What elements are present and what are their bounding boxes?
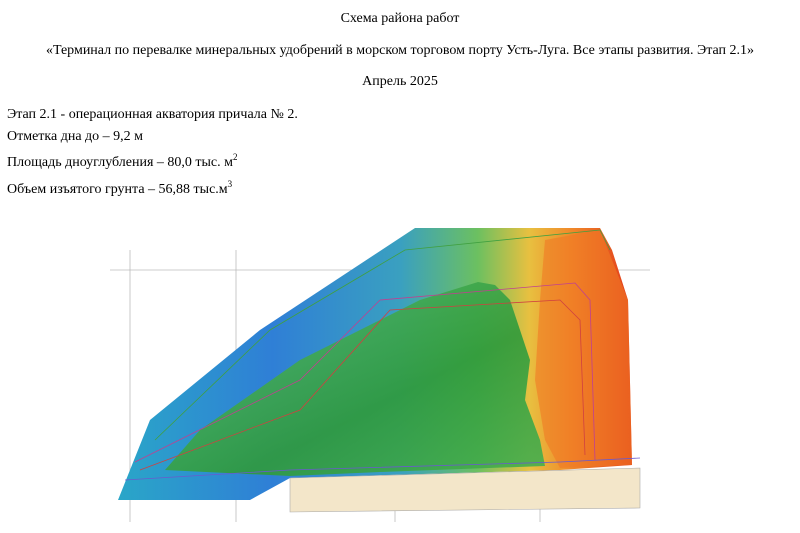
info-text: Площадь дноуглубления – 80,0 тыс. м <box>7 155 234 170</box>
survey-lines <box>124 229 641 481</box>
orange-zone <box>535 230 632 468</box>
info-line: Объем изъятого грунта – 56,88 тыс.м3 <box>7 174 298 201</box>
info-text: Объем изъятого грунта – 56,88 тыс.м <box>7 181 228 197</box>
info-text: Этап 2.1 - операционная акватория причал… <box>7 107 298 122</box>
title: Схема района работ <box>340 11 460 26</box>
superscript: 2 <box>233 152 238 162</box>
superscript: 3 <box>227 178 233 189</box>
info-line: Площадь дноуглубления – 80,0 тыс. м2 <box>7 147 298 174</box>
subtitle: «Терминал по перевалке минеральных удобр… <box>45 43 755 58</box>
shallow-zone <box>165 282 545 476</box>
info-line: Этап 2.1 - операционная акватория причал… <box>7 104 298 126</box>
pier <box>289 467 641 513</box>
info-line: Отметка дна до – 9,2 м <box>7 126 298 148</box>
info-block: Этап 2.1 - операционная акватория причал… <box>7 104 298 200</box>
date: Апрель 2025 <box>362 74 438 89</box>
info-text: Отметка дна до – 9,2 м <box>7 128 144 144</box>
